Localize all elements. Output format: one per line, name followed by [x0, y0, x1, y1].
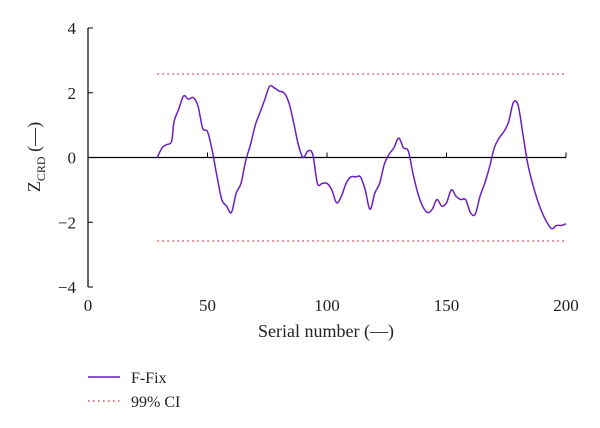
x-tick-label-100: 100 [314, 296, 340, 315]
y-axis-label: ZCRD (—) [24, 122, 48, 192]
y-tick-label-4: 4 [68, 19, 77, 38]
y-tick-label-2: 2 [68, 84, 77, 103]
x-tick-label-50: 50 [199, 296, 216, 315]
x-axis-label: Serial number (—) [258, 321, 394, 342]
x-tick-label-150: 150 [434, 296, 460, 315]
y-axis-label-main: Z [24, 181, 44, 192]
y-axis-label-sub: CRD [34, 156, 48, 181]
y-tick-label-0: 0 [68, 149, 77, 168]
plot-area: −4 −2 0 2 4 0 50 100 150 200 [58, 19, 579, 315]
y-tick-label--2: −2 [58, 213, 76, 232]
x-tick-label-200: 200 [553, 296, 579, 315]
series-line-f-fix [156, 84, 567, 230]
legend: F-Fix 99% CI [88, 370, 180, 411]
y-axis-label-suffix: (—) [24, 122, 45, 157]
x-tick-label-0: 0 [84, 296, 93, 315]
legend-label-ci: 99% CI [131, 394, 180, 411]
y-tick-label--4: −4 [58, 278, 77, 297]
legend-label-f-fix: F-Fix [131, 370, 167, 387]
